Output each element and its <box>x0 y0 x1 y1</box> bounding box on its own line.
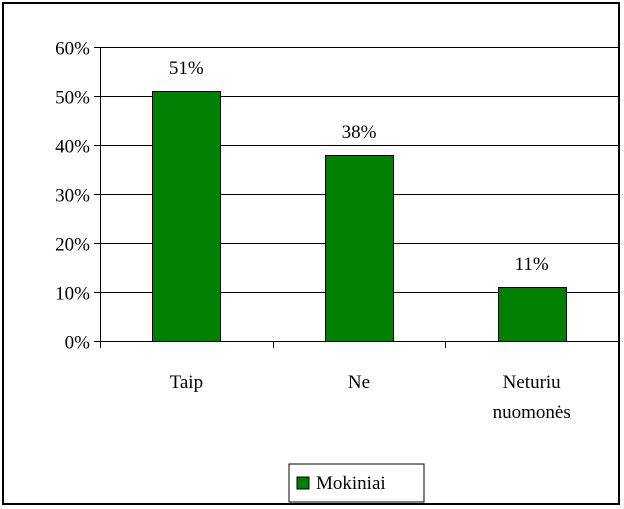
y-tick-label: 30% <box>55 186 90 207</box>
bar <box>498 287 567 342</box>
y-tick-label: 40% <box>55 137 90 158</box>
chart-frame <box>2 2 620 505</box>
data-label: 11% <box>515 254 549 275</box>
axes <box>94 47 619 348</box>
legend-box <box>288 463 425 503</box>
bar <box>325 155 394 342</box>
x-tick-label: nuomonės <box>493 402 571 423</box>
x-tick-label: Neturiu <box>503 372 562 393</box>
legend: Mokiniai <box>288 463 425 503</box>
y-tick-label: 10% <box>55 284 90 305</box>
y-tick-label: 60% <box>55 39 90 60</box>
legend-swatch <box>296 476 310 490</box>
y-tick-label: 20% <box>55 235 90 256</box>
x-tick-label: Ne <box>348 372 370 393</box>
data-label: 38% <box>342 122 377 143</box>
y-tick-label: 50% <box>55 88 90 109</box>
x-tick-label: Taip <box>170 372 204 393</box>
y-tick-label: 0% <box>65 333 91 354</box>
data-label: 51% <box>169 58 204 79</box>
legend-label: Mokiniai <box>316 473 386 494</box>
labels: 0% 10% 20% 30% 40% 50% 60% 51% Taip 38% Ne 11% Netur… <box>55 39 571 424</box>
bar <box>152 91 221 342</box>
bars <box>152 91 567 342</box>
